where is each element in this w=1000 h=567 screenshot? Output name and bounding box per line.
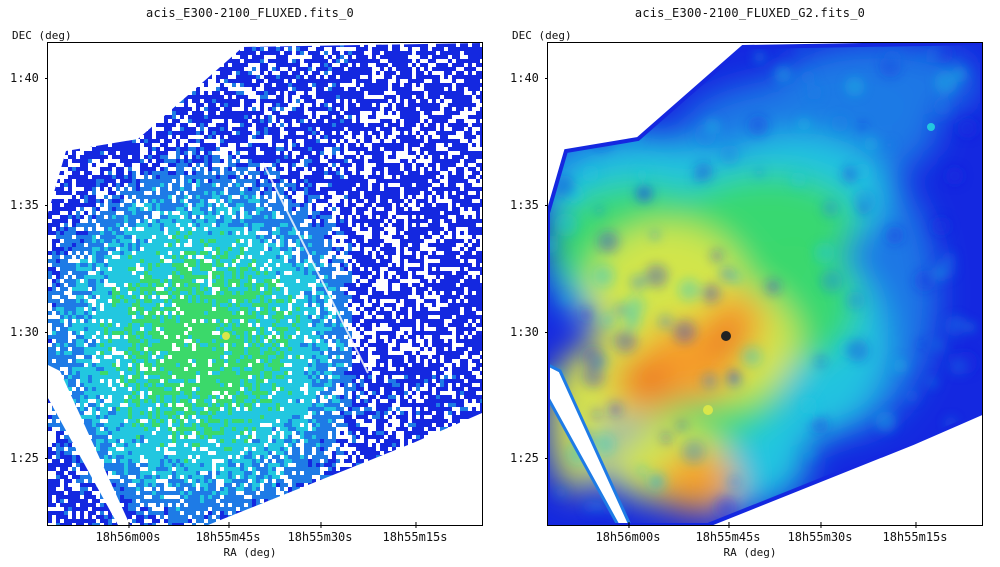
panel-raw: acis_E300-2100_FLUXED.fits_0 DEC (deg) 1… <box>10 6 483 559</box>
raw-counts-pixels <box>48 43 482 525</box>
y-tick-label: 1:40 <box>510 71 551 85</box>
y-tick-label: 1:30 <box>10 325 51 339</box>
x-tick-label: 18h56m00s <box>95 522 161 544</box>
raw-fluxed-image <box>48 43 482 525</box>
y-tick-label: 1:35 <box>10 198 51 212</box>
x-axis-label: RA (deg) <box>223 546 277 559</box>
y-tick-label: 1:25 <box>10 451 51 465</box>
x-tick-label: 18h55m15s <box>382 522 448 544</box>
y-axis-label: DEC (deg) <box>512 29 572 42</box>
x-tick-label: 18h56m00s <box>595 522 661 544</box>
smoothed-fluxed-image <box>548 43 982 525</box>
y-tick-label: 1:40 <box>10 71 51 85</box>
image-plot-area[interactable] <box>47 42 483 526</box>
panel-title: acis_E300-2100_FLUXED_G2.fits_0 <box>634 6 866 20</box>
y-tick-label: 1:35 <box>510 198 551 212</box>
x-tick-label: 18h55m30s <box>787 522 853 544</box>
x-tick-label: 18h55m45s <box>695 522 761 544</box>
panel-title: acis_E300-2100_FLUXED.fits_0 <box>146 6 354 20</box>
y-axis-label: DEC (deg) <box>12 29 72 42</box>
x-tick-label: 18h55m30s <box>287 522 353 544</box>
panel-smoothed: acis_E300-2100_FLUXED_G2.fits_0 DEC (deg… <box>500 0 1000 567</box>
x-tick-label: 18h55m45s <box>195 522 261 544</box>
x-tick-label: 18h55m15s <box>882 522 948 544</box>
image-plot-area[interactable] <box>547 42 983 526</box>
x-axis-label: RA (deg) <box>723 546 777 559</box>
smoothed-emission <box>548 43 982 525</box>
y-tick-label: 1:30 <box>510 325 551 339</box>
y-tick-label: 1:25 <box>510 451 551 465</box>
